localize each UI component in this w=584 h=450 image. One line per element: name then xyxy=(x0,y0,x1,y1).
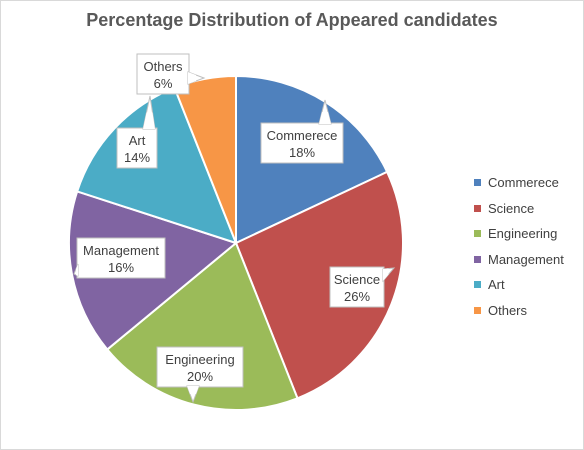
data-label-engineering: Engineering 20% xyxy=(156,346,244,404)
data-label-commerece: Commerece 18% xyxy=(260,99,344,164)
legend-item-art: Art xyxy=(474,272,564,298)
data-label-art: Art 14% xyxy=(116,95,158,169)
data-label-category: Management xyxy=(83,243,159,258)
legend: Commerece Science Engineering Management Art… xyxy=(474,170,564,323)
legend-item-engineering: Engineering xyxy=(474,221,564,247)
pie-slice-engineering xyxy=(105,241,299,411)
data-label-management: Management 16% xyxy=(73,237,166,279)
legend-item-management: Management xyxy=(474,247,564,273)
legend-swatch xyxy=(474,204,481,212)
data-label-value: 14% xyxy=(124,150,150,165)
data-label-value: 18% xyxy=(289,145,315,160)
data-label-value: 6% xyxy=(154,76,173,91)
data-label-category: Science xyxy=(334,272,380,287)
data-label-category: Others xyxy=(143,59,183,74)
data-label-value: 20% xyxy=(187,369,213,384)
legend-label: Engineering xyxy=(488,226,558,242)
data-label-others: Others 6% xyxy=(136,53,206,95)
data-label-value: 26% xyxy=(344,289,370,304)
data-label-category: Engineering xyxy=(165,352,234,367)
data-label-category: Art xyxy=(129,133,146,148)
legend-label: Science xyxy=(488,200,535,216)
legend-label: Commerece xyxy=(488,175,559,191)
legend-item-others: Others xyxy=(474,298,564,324)
legend-item-commerece: Commerece xyxy=(474,170,564,196)
pie-slice-science xyxy=(234,170,405,400)
data-label-science: Science 26% xyxy=(329,266,396,308)
chart-title: Percentage Distribution of Appeared cand… xyxy=(86,10,498,30)
legend-swatch xyxy=(474,255,481,263)
data-label-value: 16% xyxy=(108,260,134,275)
legend-label: Management xyxy=(488,251,564,267)
legend-label: Others xyxy=(488,302,528,318)
legend-item-science: Science xyxy=(474,196,564,222)
legend-swatch xyxy=(474,306,481,314)
legend-label: Art xyxy=(488,277,505,293)
legend-swatch xyxy=(474,179,481,187)
legend-swatch xyxy=(474,230,481,238)
data-label-category: Commerece xyxy=(267,128,338,143)
legend-swatch xyxy=(474,281,481,289)
